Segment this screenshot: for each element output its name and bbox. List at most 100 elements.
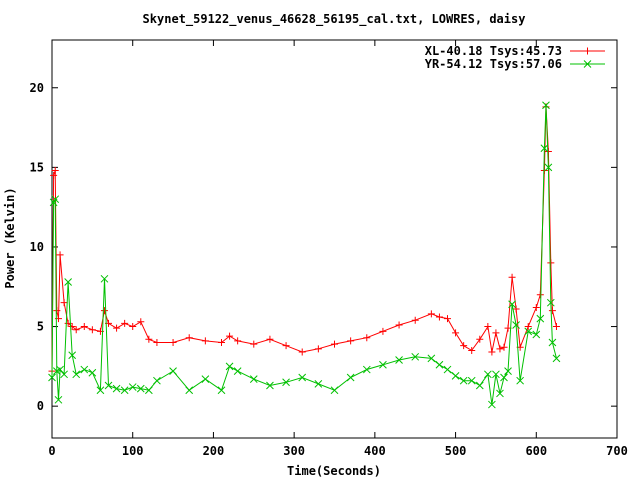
data-point-0 (492, 329, 500, 337)
x-tick-label: 0 (48, 444, 55, 458)
data-point-1 (544, 163, 553, 172)
data-point-0 (444, 315, 451, 323)
data-point-1 (282, 378, 290, 387)
data-point-1 (496, 389, 504, 398)
data-point-0 (282, 342, 290, 350)
data-point-0 (121, 319, 129, 327)
data-point-0 (427, 310, 435, 318)
legend-label-xl: XL-40.18 Tsys:45.73 (425, 44, 562, 58)
data-point-1 (64, 278, 72, 286)
y-tick-label: 0 (37, 399, 44, 413)
series-line-1 (51, 105, 557, 405)
data-point-0 (226, 332, 234, 340)
data-point-0 (524, 323, 532, 331)
series-0 (48, 103, 560, 375)
data-point-1 (435, 360, 444, 369)
data-point-0 (435, 313, 443, 321)
data-point-1 (72, 370, 81, 379)
data-point-0 (50, 171, 58, 179)
data-point-1 (330, 386, 339, 395)
legend-label-yr: YR-54.12 Tsys:57.06 (425, 57, 562, 71)
data-point-1 (427, 354, 436, 363)
data-point-0 (234, 337, 242, 345)
data-point-1 (169, 367, 177, 375)
x-tick-label: 200 (203, 444, 225, 458)
data-point-0 (363, 334, 371, 342)
data-point-0 (552, 323, 560, 331)
data-point-0 (331, 340, 338, 348)
data-point-0 (100, 307, 108, 315)
data-point-0 (532, 303, 540, 311)
data-point-0 (395, 321, 403, 329)
data-point-0 (314, 345, 322, 353)
chart-title: Skynet_59122_venus_46628_56195_cal.txt, … (143, 12, 526, 27)
data-point-0 (508, 273, 516, 281)
y-tick-label: 10 (30, 240, 44, 254)
data-point-1 (459, 376, 468, 385)
data-point-1 (266, 381, 274, 390)
data-point-1 (120, 386, 129, 395)
data-point-1 (60, 370, 68, 379)
data-point-0 (137, 318, 145, 326)
data-point-0 (411, 316, 419, 324)
data-point-1 (488, 400, 496, 409)
data-point-0 (379, 327, 387, 335)
data-point-0 (56, 251, 64, 259)
y-tick-label: 5 (37, 320, 44, 334)
data-point-1 (540, 144, 549, 153)
axis-ticks: 0 100 200 300 400 500 600 700 0 5 10 15 20 (30, 40, 628, 458)
data-point-1 (54, 395, 63, 404)
data-point-0 (218, 338, 225, 346)
data-point-1 (532, 330, 541, 339)
plot-frame (51, 39, 618, 439)
data-point-1 (411, 352, 420, 361)
data-point-1 (475, 381, 484, 390)
data-point-1 (153, 376, 161, 385)
x-tick-label: 600 (525, 444, 547, 458)
data-point-1 (68, 351, 77, 360)
x-tick-label: 100 (122, 444, 144, 458)
data-point-0 (60, 299, 68, 307)
data-point-1 (484, 370, 492, 379)
legend-marker-0 (584, 47, 591, 55)
y-axis-label: Power (Kelvin) (3, 187, 17, 288)
data-point-1 (314, 380, 323, 388)
data-point-0 (129, 323, 137, 331)
data-point-1 (508, 300, 516, 309)
data-point-1 (395, 356, 403, 364)
data-point-1 (201, 375, 210, 383)
data-point-0 (266, 335, 274, 343)
data-point-0 (547, 259, 555, 267)
data-point-1 (536, 314, 545, 323)
legend-marker-1 (583, 60, 592, 68)
data-point-1 (298, 373, 307, 382)
y-tick-label: 15 (30, 160, 44, 174)
data-point-0 (68, 323, 76, 331)
data-point-1 (546, 298, 555, 307)
data-point-0 (185, 334, 193, 342)
data-point-1 (48, 373, 56, 382)
data-point-1 (346, 373, 355, 382)
data-point-1 (80, 365, 89, 374)
data-point-1 (217, 386, 226, 395)
x-tick-label: 700 (606, 444, 628, 458)
data-point-1 (516, 376, 524, 385)
data-point-0 (488, 348, 496, 356)
data-point-1 (451, 372, 460, 380)
data-point-1 (104, 381, 113, 390)
data-point-1 (136, 384, 145, 393)
data-point-0 (201, 337, 209, 345)
data-point-0 (113, 324, 121, 332)
data-point-0 (468, 346, 476, 354)
data-point-0 (298, 348, 306, 356)
data-point-0 (544, 147, 552, 155)
data-point-1 (552, 354, 561, 363)
data-point-0 (72, 326, 80, 334)
data-point-1 (51, 195, 60, 204)
data-point-1 (492, 370, 500, 379)
data-point-0 (80, 323, 88, 331)
data-point-0 (53, 307, 61, 315)
data-point-1 (56, 365, 64, 374)
data-point-1 (379, 360, 387, 369)
data-point-0 (153, 338, 161, 346)
